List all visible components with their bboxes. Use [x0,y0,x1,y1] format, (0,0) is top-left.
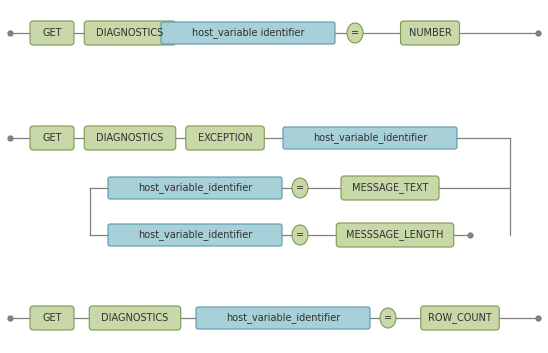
Ellipse shape [380,308,396,328]
FancyBboxPatch shape [30,126,74,150]
Text: host_variable_identifier: host_variable_identifier [138,183,252,193]
FancyBboxPatch shape [89,306,181,330]
Text: =: = [384,313,392,323]
FancyBboxPatch shape [84,21,176,45]
Text: ROW_COUNT: ROW_COUNT [428,312,492,323]
Ellipse shape [347,23,363,43]
Text: =: = [296,230,304,240]
Text: host_variable_identifier: host_variable_identifier [138,229,252,240]
FancyBboxPatch shape [336,223,454,247]
FancyBboxPatch shape [283,127,457,149]
FancyBboxPatch shape [108,177,282,199]
FancyBboxPatch shape [196,307,370,329]
FancyBboxPatch shape [30,21,74,45]
FancyBboxPatch shape [186,126,264,150]
FancyBboxPatch shape [30,306,74,330]
Ellipse shape [292,225,308,245]
Text: host_variable identifier: host_variable identifier [192,28,304,38]
FancyBboxPatch shape [84,126,176,150]
Text: GET: GET [42,313,62,323]
Text: MESSAGE_TEXT: MESSAGE_TEXT [352,183,428,193]
Text: GET: GET [42,28,62,38]
Text: host_variable_identifier: host_variable_identifier [226,312,340,323]
Text: DIAGNOSTICS: DIAGNOSTICS [96,133,164,143]
Text: DIAGNOSTICS: DIAGNOSTICS [96,28,164,38]
Text: DIAGNOSTICS: DIAGNOSTICS [101,313,169,323]
Text: EXCEPTION: EXCEPTION [198,133,252,143]
Ellipse shape [292,178,308,198]
Text: MESSSAGE_LENGTH: MESSSAGE_LENGTH [346,229,444,240]
Text: =: = [351,28,359,38]
FancyBboxPatch shape [161,22,335,44]
FancyBboxPatch shape [108,224,282,246]
FancyBboxPatch shape [421,306,499,330]
Text: NUMBER: NUMBER [409,28,452,38]
Text: host_variable_identifier: host_variable_identifier [313,132,427,143]
Text: GET: GET [42,133,62,143]
FancyBboxPatch shape [401,21,460,45]
Text: =: = [296,183,304,193]
FancyBboxPatch shape [341,176,439,200]
